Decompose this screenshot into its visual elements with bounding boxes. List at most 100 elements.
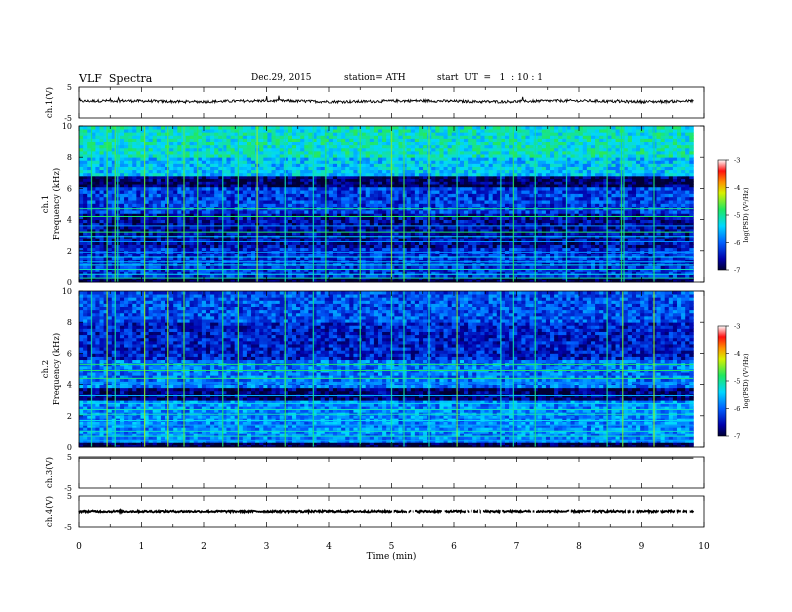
spectrogram-cell — [656, 219, 662, 224]
spectrogram-cell — [304, 203, 309, 208]
spectrogram-cell — [414, 277, 420, 281]
spectrogram-cell — [218, 232, 223, 236]
spectrogram-cell — [398, 200, 403, 204]
spectrogram-cell — [95, 193, 100, 198]
spectrogram-cell — [644, 203, 649, 208]
spectrogram-cell — [648, 271, 653, 275]
spectrogram-cell — [320, 279, 326, 283]
spectrogram-cell — [291, 216, 297, 220]
spectrogram-cell — [283, 203, 289, 208]
spectrogram-cell — [312, 279, 317, 283]
spectrogram-cell — [468, 256, 473, 260]
spectrogram-cell — [210, 277, 215, 281]
spectrogram-cell — [324, 238, 330, 242]
spectrogram-cell — [672, 247, 678, 252]
spectrogram-cell — [177, 184, 182, 188]
spectrogram-cell — [95, 262, 100, 266]
spectrogram-cell — [205, 268, 211, 272]
spectrogram-cell — [173, 225, 178, 230]
spectrogram-cell — [275, 268, 281, 272]
spectrogram-cell — [517, 186, 522, 191]
spectrogram-cell — [537, 268, 543, 272]
spectrogram-cell — [529, 190, 535, 194]
spectrogram-cell — [513, 274, 518, 278]
spectrogram-cell — [263, 238, 268, 242]
spectrogram-cell — [525, 238, 530, 242]
spectrogram-cell — [382, 238, 387, 242]
spectrogram-cell — [218, 196, 223, 201]
spectrogram-cell — [210, 219, 215, 224]
spectrogram-cell — [128, 256, 133, 260]
spectrogram-cell — [246, 232, 252, 236]
spectrogram-cell — [529, 210, 535, 214]
spectrogram-cell — [406, 216, 412, 220]
spectrogram-cell — [668, 279, 674, 283]
spectrogram-cell — [570, 241, 575, 245]
spectrogram-cell — [95, 274, 100, 278]
spectrogram-cell — [382, 216, 387, 220]
spectrogram-cell — [300, 253, 305, 257]
spectrogram-cell — [320, 200, 326, 204]
spectrogram-cell — [504, 262, 510, 266]
spectrogram-cell — [484, 274, 489, 278]
spectrogram-cell — [185, 184, 190, 188]
spectrogram-cell — [148, 244, 154, 249]
spectrogram-cell — [517, 268, 522, 272]
spectrogram-cell — [320, 216, 326, 220]
spectrogram-cell — [636, 279, 641, 283]
spectrogram-cell — [353, 279, 358, 283]
spectrogram-cell — [332, 253, 338, 257]
spectrogram-cell — [345, 253, 350, 257]
spectrogram-cell — [554, 277, 559, 281]
spectrogram-cell — [414, 238, 420, 242]
spectrogram-cell — [230, 203, 236, 208]
spectrogram-cell — [287, 232, 293, 236]
spectrogram-cell — [332, 265, 338, 269]
spectrogram-cell — [488, 210, 494, 214]
spectrogram-cell — [296, 244, 301, 249]
spectrogram-cell — [554, 274, 559, 278]
spectrogram-cell — [611, 265, 616, 269]
spectrogram-cell — [103, 274, 109, 278]
spectrogram-cell — [664, 247, 670, 252]
spectrogram-cell — [238, 181, 244, 185]
spectrogram-cell — [156, 181, 162, 185]
spectrogram-cell — [545, 279, 551, 283]
spectrogram-cell — [160, 225, 166, 230]
spectrogram-cell — [136, 241, 141, 245]
spectrogram-cell — [599, 277, 604, 281]
spectrogram-cell — [676, 219, 682, 224]
spectrogram-cell — [414, 244, 420, 249]
spectrogram-cell — [353, 186, 358, 191]
spectrogram-cell — [464, 262, 469, 266]
spectrogram-cell — [316, 232, 322, 236]
spectrogram-cell — [418, 203, 424, 208]
spectrogram-cell — [631, 256, 637, 260]
spectrogram-cell — [668, 238, 674, 242]
spectrogram-cell — [595, 210, 600, 214]
spectrogram-cell — [132, 247, 137, 252]
spectrogram-cell — [238, 196, 244, 201]
spectrogram-cell — [251, 225, 256, 230]
spectrogram-cell — [361, 244, 367, 249]
spectrogram-cell — [382, 190, 387, 194]
spectrogram-cell — [353, 216, 358, 220]
spectrogram-cell — [332, 203, 338, 208]
spectrogram-cell — [402, 219, 408, 224]
spectrogram-cell — [275, 241, 281, 245]
spectrogram-cell — [431, 216, 436, 220]
spectrogram-cell — [468, 268, 473, 272]
spectrogram-cell — [472, 184, 477, 188]
spectrogram-cell — [99, 279, 104, 283]
spectrogram-cell — [394, 244, 399, 249]
spectrogram-cell — [582, 253, 588, 257]
spectrogram-cell — [435, 219, 440, 224]
spectrogram-cell — [345, 216, 350, 220]
spectrogram-cell — [631, 244, 637, 249]
spectrogram-cell — [459, 277, 465, 281]
spectrogram-cell — [210, 210, 215, 214]
spectrogram-cell — [378, 256, 383, 260]
spectrogram-cell — [79, 181, 84, 185]
spectrogram-cell — [291, 203, 297, 208]
spectrogram-cell — [599, 203, 604, 208]
